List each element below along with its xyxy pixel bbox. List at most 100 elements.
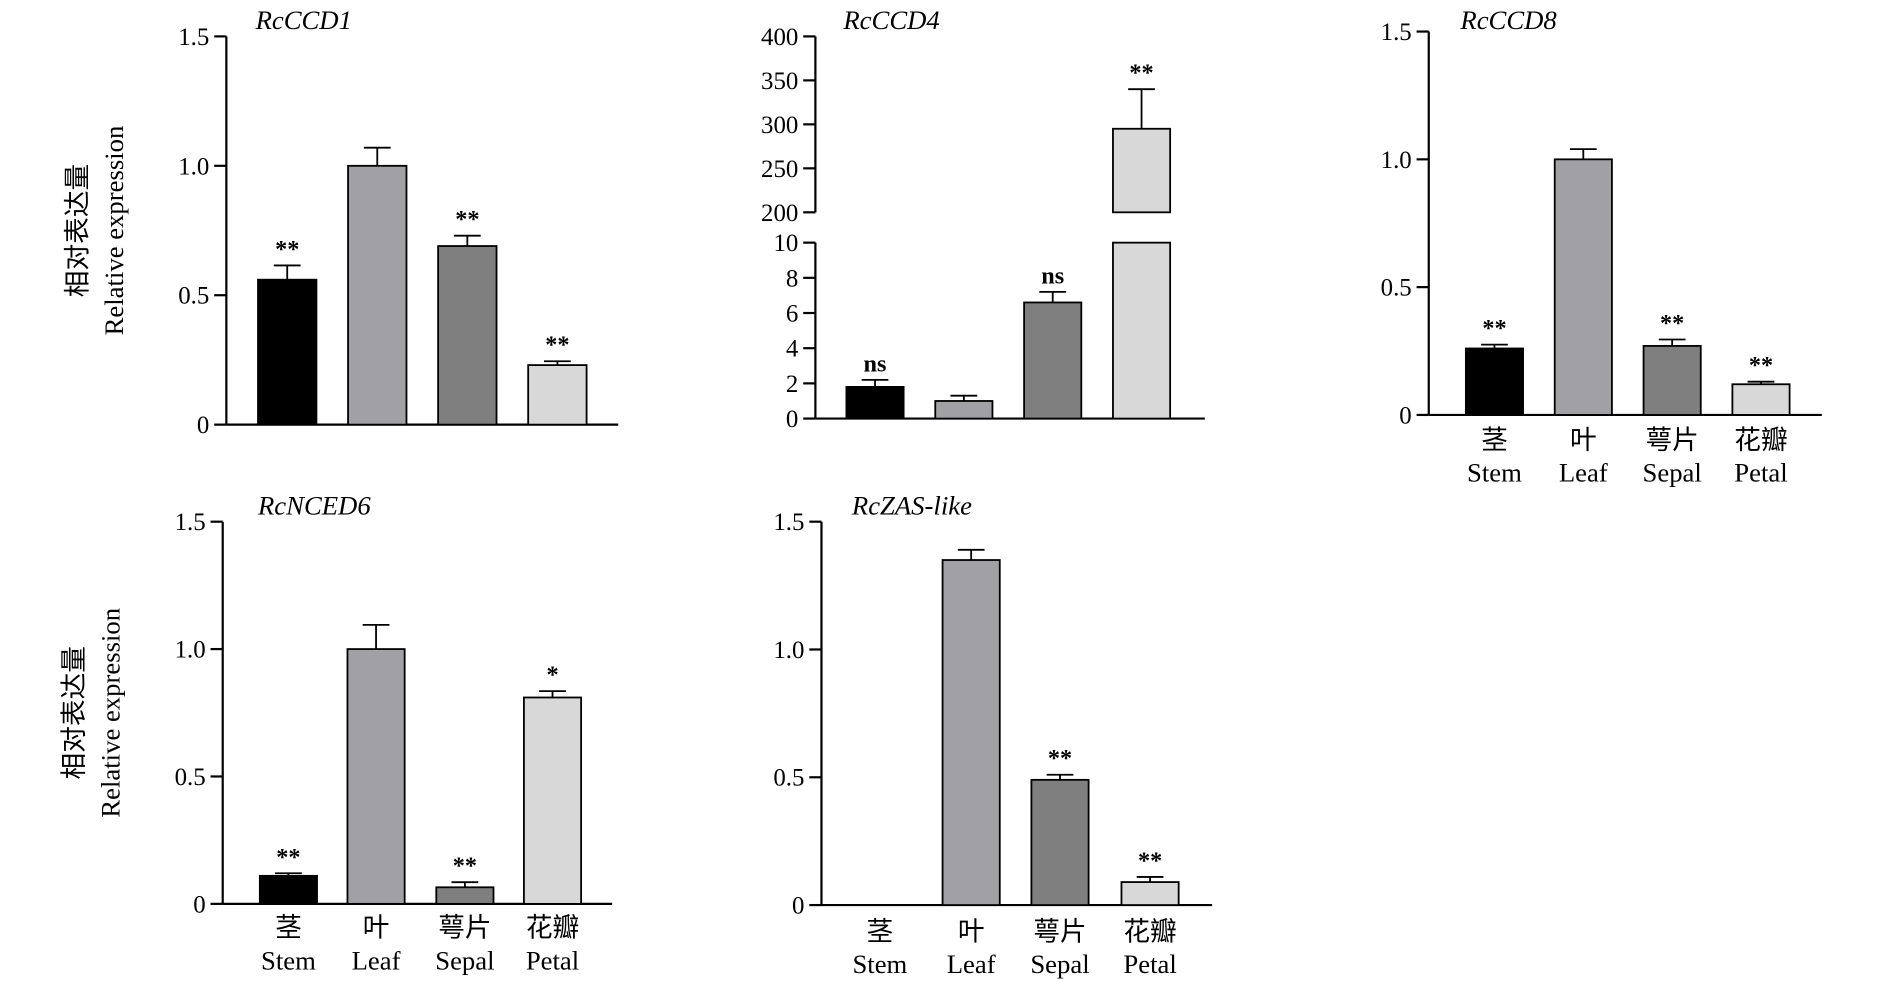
significance-label: **: [1129, 60, 1153, 87]
category-label-cn: 叶: [1570, 425, 1597, 455]
chart-title: RcZAS-like: [851, 490, 972, 520]
category-label-en: Stem: [261, 945, 316, 975]
significance-label: **: [1660, 310, 1684, 337]
y-tick-label: 1.5: [773, 509, 804, 536]
chart-panel-RcCCD4: RcCCD4 0 2 4 6 8 10 200 250 300 350 400 ns ns **: [761, 5, 1205, 433]
significance-label: **: [545, 332, 569, 359]
y-tick-label: 0: [193, 891, 205, 918]
y-tick-label: 0: [792, 893, 804, 920]
category-label-cn: 茎: [275, 913, 302, 943]
y-tick-label: 1.0: [773, 637, 804, 664]
bar-stem: [258, 874, 318, 905]
bar-petal-lower: [1112, 241, 1172, 420]
bar-petal: [1120, 881, 1180, 906]
y-tick-label: 300: [761, 112, 798, 139]
category-label-cn: 萼片: [1033, 916, 1086, 946]
chart-panel-RcCCD1: RcCCD1 0 0.5 1.0 1.5 ** ** ** 相对表达量 Relative expr…: [62, 5, 619, 439]
significance-label: **: [1749, 352, 1773, 379]
y-tick-label: 400: [761, 24, 798, 51]
significance-label: **: [453, 853, 477, 880]
y-tick-label: 1.5: [178, 24, 209, 51]
chart-panel-RcCCD8: RcCCD8 0 0.5 1.0 1.5 ** ** ** 茎 叶 萼片 花瓣 Stem Leaf Sepa…: [1381, 5, 1822, 488]
y-tick-label: 1.5: [175, 509, 206, 536]
y-tick-label: 0.5: [178, 283, 209, 310]
bar-petal-upper: [1112, 127, 1172, 214]
chart-title: RcCCD1: [255, 5, 352, 35]
category-label-cn: 叶: [958, 916, 985, 946]
category-label-en: Stem: [1467, 458, 1522, 488]
category-label-en: Sepal: [435, 945, 494, 975]
category-label-en: Leaf: [352, 945, 401, 975]
bar-stem: [257, 278, 318, 426]
category-label-cn: 萼片: [438, 913, 491, 943]
significance-label: **: [1048, 745, 1072, 772]
bar-petal: [523, 696, 583, 905]
category-label-en: Petal: [526, 945, 579, 975]
y-tick-label: 0: [1399, 402, 1411, 429]
chart-panel-RcNCED6: RcNCED600.51.01.5** ***茎叶萼片 花瓣Stem Leaf Sepa…: [59, 490, 613, 975]
category-label-en: Sepal: [1030, 949, 1089, 979]
bar-leaf: [346, 648, 406, 905]
y-tick-label: 250: [761, 156, 798, 183]
bar-petal: [1731, 383, 1791, 416]
category-label-cn: 花瓣: [1734, 425, 1787, 455]
chart-title: RcNCED6: [257, 490, 371, 520]
y-tick-label: 1.0: [175, 637, 206, 664]
significance-label: **: [1482, 315, 1506, 342]
y-tick-label: 0.5: [1381, 275, 1412, 302]
significance-label: **: [275, 236, 299, 263]
chart-title: RcCCD8: [1459, 5, 1557, 35]
y-tick-label: 8: [786, 265, 798, 292]
chart-title: RcCCD4: [842, 5, 939, 35]
chart-panel-RcZAS-like: RcZAS-like 0 0.5 1.0 1.5 ** ** 茎 叶 萼片 花瓣 Stem Leaf Se…: [773, 490, 1213, 979]
y-tick-label: 0.5: [773, 765, 804, 792]
y-tick-label: 1.0: [1381, 147, 1412, 174]
significance-label: **: [276, 844, 300, 871]
y-tick-label: 200: [761, 200, 798, 227]
y-axis-label-en: Relative expression: [99, 126, 129, 336]
bar-leaf: [941, 559, 1001, 906]
category-label-en: Petal: [1123, 949, 1176, 979]
category-label-cn: 花瓣: [526, 913, 579, 943]
category-label-en: Petal: [1734, 458, 1787, 488]
y-tick-label: 10: [773, 230, 798, 257]
bar-sepal: [437, 245, 498, 426]
y-tick-label: 0: [786, 406, 798, 433]
bar-sepal: [1642, 345, 1702, 416]
category-label-cn: 叶: [363, 913, 390, 943]
y-tick-label: 0.5: [175, 764, 206, 791]
bar-leaf: [1553, 158, 1613, 416]
category-label-en: Stem: [852, 949, 907, 979]
category-label-en: Sepal: [1643, 458, 1702, 488]
y-tick-label: 1.0: [178, 153, 209, 180]
bar-leaf: [347, 164, 408, 426]
bar-sepal: [435, 886, 495, 905]
bar-sepal: [1030, 778, 1090, 906]
y-tick-label: 2: [786, 371, 798, 398]
category-label-cn: 茎: [1481, 425, 1508, 455]
significance-label: **: [1138, 847, 1162, 874]
significance-label: **: [455, 206, 479, 233]
y-axis-label-en: Relative expression: [95, 608, 125, 818]
category-label-cn: 萼片: [1645, 425, 1698, 455]
category-label-en: Leaf: [947, 949, 996, 979]
y-tick-label: 350: [761, 68, 798, 95]
bar-stem: [845, 386, 905, 420]
bar-petal: [527, 364, 588, 426]
significance-label: ns: [1041, 262, 1064, 289]
bar-leaf: [934, 400, 994, 420]
y-tick-label: 4: [786, 336, 799, 363]
significance-label: ns: [864, 350, 887, 377]
bar-stem: [1464, 347, 1524, 416]
significance-label: *: [546, 662, 558, 689]
y-tick-label: 6: [786, 300, 798, 327]
category-label-cn: 茎: [867, 916, 894, 946]
bar-sepal: [1023, 301, 1083, 420]
y-tick-label: 0: [197, 412, 209, 439]
y-axis-label-cn: 相对表达量: [62, 164, 92, 297]
y-axis-label-cn: 相对表达量: [59, 646, 89, 779]
category-label-cn: 花瓣: [1123, 916, 1176, 946]
category-label-en: Leaf: [1559, 458, 1608, 488]
y-tick-label: 1.5: [1381, 19, 1412, 46]
